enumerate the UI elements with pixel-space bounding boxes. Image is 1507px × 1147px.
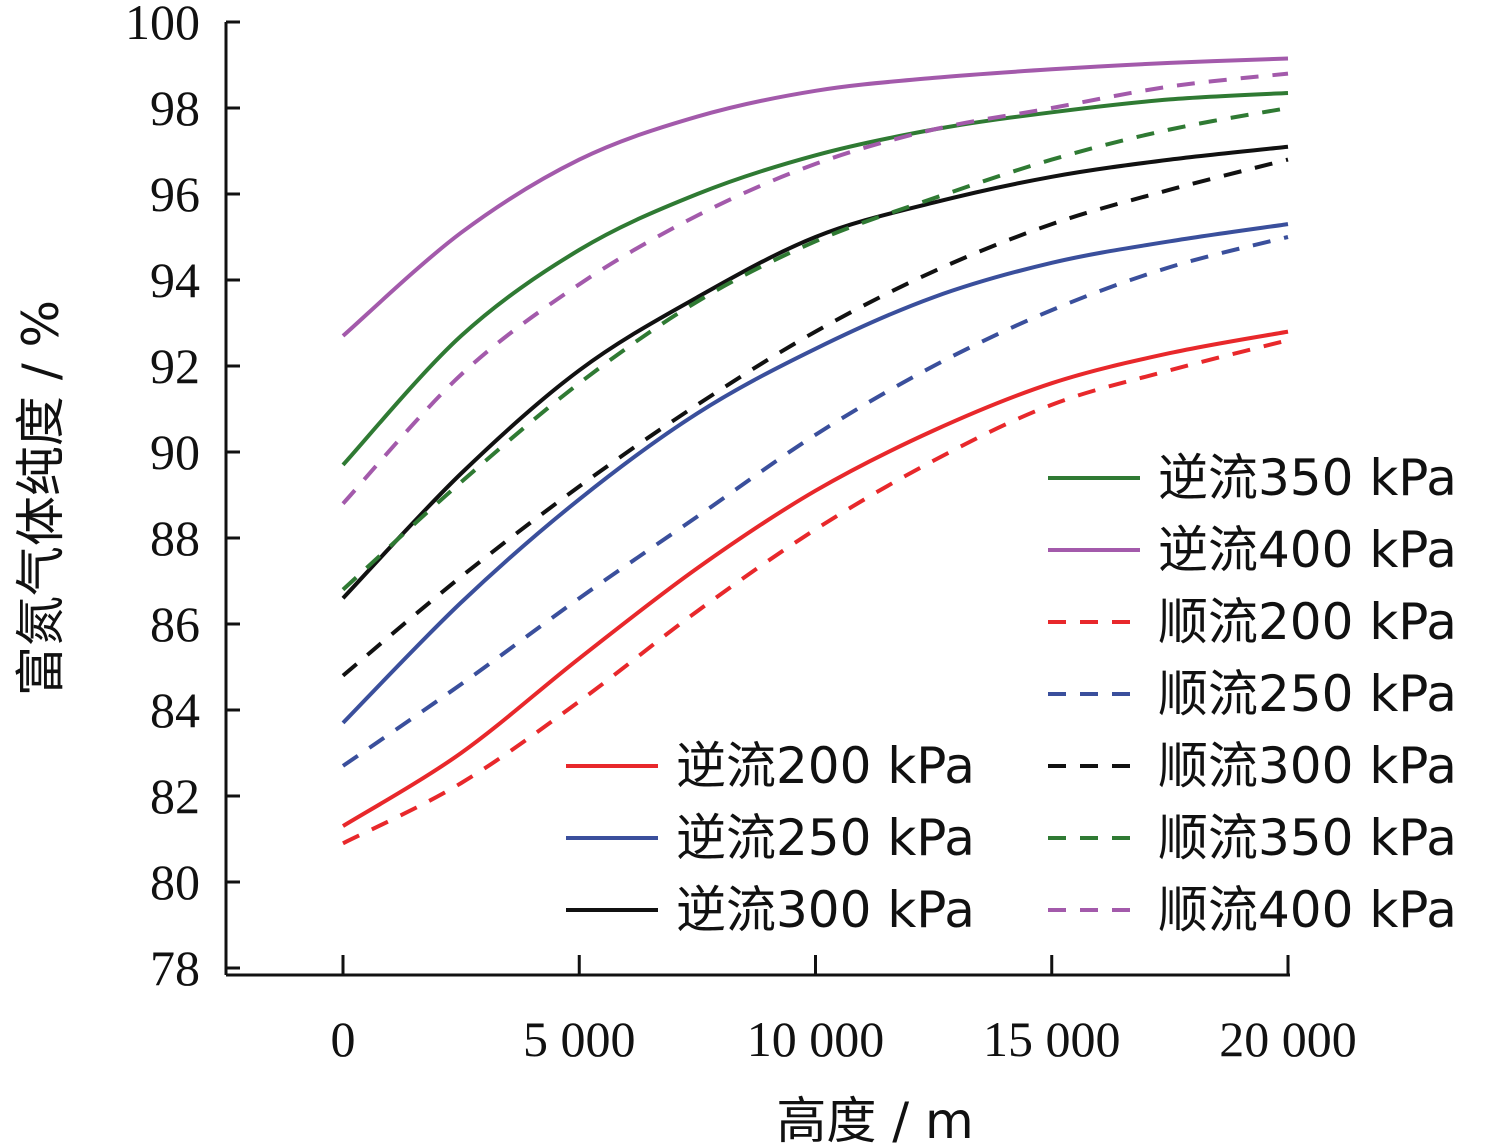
legend-label-顺流400-kpa: 顺流400 kPa (1158, 881, 1457, 939)
y-tick-label: 82 (150, 768, 200, 824)
series-line-顺流350-kpa (341, 106, 1289, 592)
series-line-顺流300-kpa (341, 157, 1289, 678)
x-tick-label: 15 000 (983, 1011, 1121, 1067)
x-tick-label: 20 000 (1219, 1011, 1357, 1067)
y-tick-label: 92 (150, 338, 200, 394)
legend-label-逆流250-kpa: 逆流250 kPa (676, 809, 975, 867)
y-tick-label: 86 (150, 596, 200, 652)
series-line-顺流400-kpa (341, 71, 1289, 505)
legend-label-逆流300-kpa: 逆流300 kPa (676, 881, 975, 939)
series-line-逆流400-kpa (341, 56, 1289, 338)
y-tick-label: 78 (150, 940, 200, 996)
series-line-逆流300-kpa (341, 144, 1289, 600)
legend-label-顺流300-kpa: 顺流300 kPa (1158, 737, 1457, 795)
legend-label-顺流200-kpa: 顺流200 kPa (1158, 593, 1457, 651)
y-tick-label: 88 (150, 510, 200, 566)
y-tick-label: 96 (150, 166, 200, 222)
series-lines (341, 56, 1289, 846)
x-tick-label: 5 000 (523, 1011, 636, 1067)
legend: 逆流200 kPa 逆流250 kPa 逆流300 kPa 逆流350 kPa 逆流40… (566, 449, 1457, 939)
y-tick-label: 94 (150, 252, 200, 308)
series-line-顺流250-kpa (341, 235, 1289, 768)
x-ticks: 0 5 000 10 000 15 000 20 000 (331, 955, 1357, 1067)
series-line-顺流200-kpa (342, 338, 1289, 846)
y-axis-title: 富氮气体纯度 / % (12, 300, 70, 696)
legend-label-顺流250-kpa: 顺流250 kPa (1158, 665, 1457, 723)
y-tick-label: 80 (150, 854, 200, 910)
y-tick-label: 90 (150, 424, 200, 480)
y-tick-label: 84 (150, 682, 200, 738)
x-tick-label: 0 (331, 1011, 356, 1067)
axes (224, 22, 1290, 977)
series-line-逆流250-kpa (341, 222, 1289, 725)
y-tick-label: 100 (125, 0, 200, 50)
series-line-逆流200-kpa (341, 329, 1289, 828)
legend-label-逆流400-kpa: 逆流400 kPa (1158, 521, 1457, 579)
legend-label-逆流350-kpa: 逆流350 kPa (1158, 449, 1457, 507)
x-axis-title: 高度 / m (776, 1092, 973, 1147)
legend-label-逆流200-kpa: 逆流200 kPa (676, 737, 975, 795)
y-ticks: 78 80 82 84 86 88 90 92 94 96 98 100 (125, 0, 240, 996)
series-line-逆流350-kpa (341, 91, 1289, 467)
y-tick-label: 98 (150, 80, 200, 136)
x-tick-label: 10 000 (747, 1011, 885, 1067)
legend-label-顺流350-kpa: 顺流350 kPa (1158, 809, 1457, 867)
